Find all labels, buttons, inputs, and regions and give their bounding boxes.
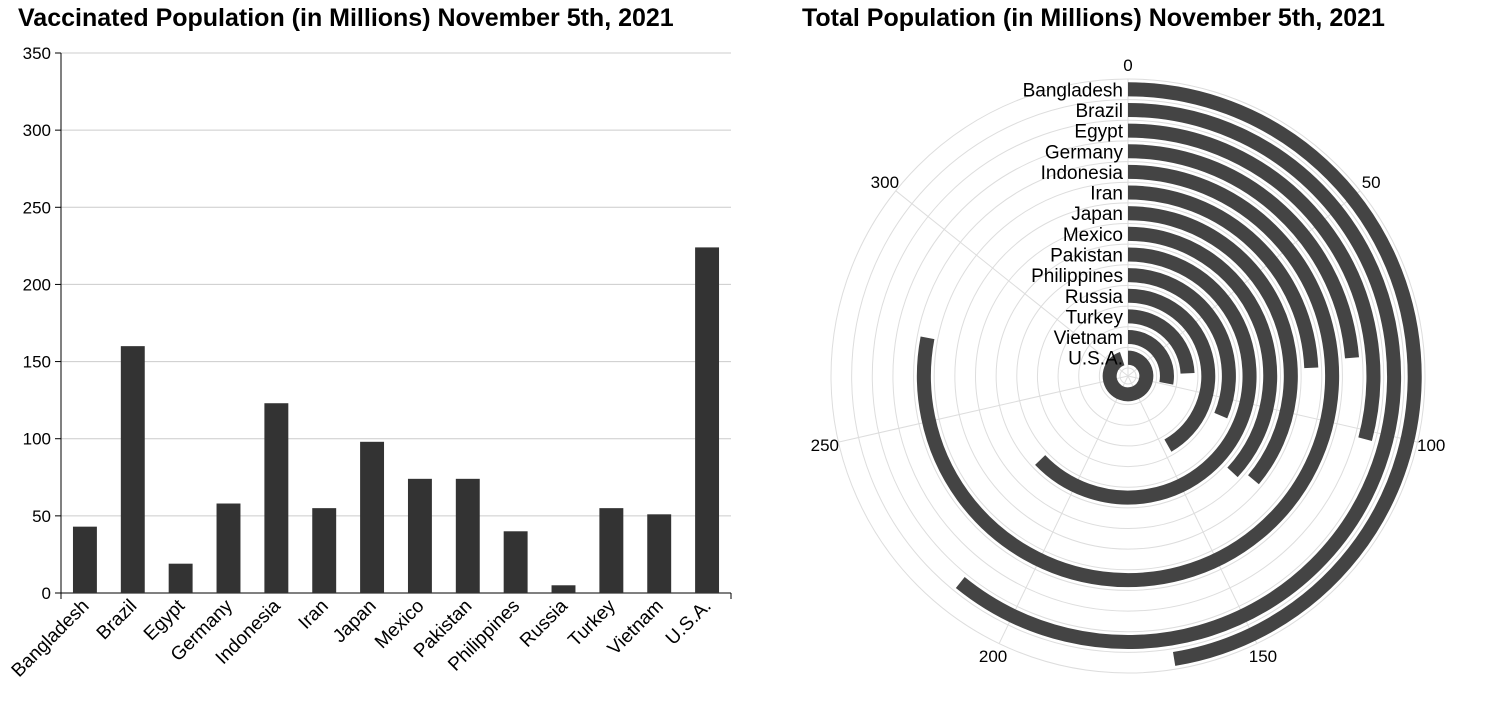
bar [407, 478, 432, 593]
x-tick-label: Russia [516, 595, 572, 651]
angle-tick-label: 250 [811, 436, 839, 455]
category-label: Japan [1071, 204, 1123, 225]
angle-tick-label: 0 [1123, 56, 1132, 75]
y-tick-label: 100 [23, 430, 51, 449]
bar [72, 526, 97, 593]
category-label: Germany [1045, 142, 1124, 163]
bar [312, 508, 337, 593]
y-tick-label: 0 [42, 584, 51, 603]
radial-bar [1127, 144, 1360, 359]
angle-tick-label: 200 [979, 647, 1007, 666]
category-label: Russia [1065, 287, 1124, 308]
angle-tick-label: 50 [1362, 173, 1381, 192]
category-label: Vietnam [1054, 328, 1123, 349]
category-label: Brazil [1075, 101, 1123, 122]
radial-bar [1035, 247, 1257, 505]
radial-bar [1127, 288, 1216, 452]
angle-tick-label: 150 [1249, 647, 1277, 666]
x-tick-label: Bangladesh [8, 596, 94, 682]
radial-bar [1102, 350, 1154, 402]
y-tick-label: 50 [32, 507, 51, 526]
x-tick-label: U.S.A. [662, 596, 716, 650]
category-label: U.S.A. [1068, 349, 1123, 370]
radial-bar [1127, 123, 1381, 441]
radial-bar [1127, 226, 1278, 478]
y-tick-label: 250 [23, 198, 51, 217]
radial-bar [1127, 82, 1422, 666]
bar [599, 508, 624, 593]
bar [695, 247, 720, 593]
y-tick-label: 350 [23, 44, 51, 63]
angular-gridline [838, 375, 1129, 443]
bar [503, 531, 528, 593]
radial-bar [1127, 206, 1298, 485]
bar [647, 514, 672, 593]
bar [216, 503, 241, 593]
bar [120, 346, 145, 593]
y-tick-label: 200 [23, 275, 51, 294]
angular-gridline [895, 190, 1129, 377]
category-label: Mexico [1063, 225, 1123, 246]
category-label: Pakistan [1050, 245, 1123, 266]
bar [360, 441, 385, 593]
radial-bar [1127, 268, 1236, 419]
radial-bar [955, 102, 1402, 650]
bar [551, 585, 576, 593]
radial-bar [1127, 330, 1174, 385]
x-tick-label: Brazil [93, 596, 141, 644]
bar [168, 563, 193, 593]
category-label: Egypt [1074, 122, 1123, 143]
bar [455, 478, 480, 593]
radial-bar [1127, 185, 1319, 369]
radial-bar [1127, 309, 1195, 374]
angle-tick-label: 300 [871, 173, 899, 192]
x-tick-label: Iran [295, 596, 333, 634]
angle-tick-label: 100 [1417, 436, 1445, 455]
category-label: Indonesia [1041, 163, 1124, 184]
radial-chart-title: Total Population (in Millions) November … [802, 4, 1385, 32]
category-label: Philippines [1031, 266, 1123, 287]
bar [264, 403, 289, 593]
radial-bar [916, 164, 1340, 588]
y-tick-label: 150 [23, 353, 51, 372]
radial-bar-chart: 0 50 100 150 200 250 300 BangladeshBrazilEgyptG… [811, 56, 1445, 674]
category-label: Bangladesh [1023, 80, 1123, 101]
angular-gridline [1127, 375, 1258, 644]
angular-gridline [998, 375, 1129, 644]
y-tick-label: 300 [23, 121, 51, 140]
category-label: Iran [1090, 184, 1123, 205]
bar-chart-title: Vaccinated Population (in Millions) Nove… [18, 4, 674, 32]
category-label: Turkey [1066, 307, 1124, 328]
